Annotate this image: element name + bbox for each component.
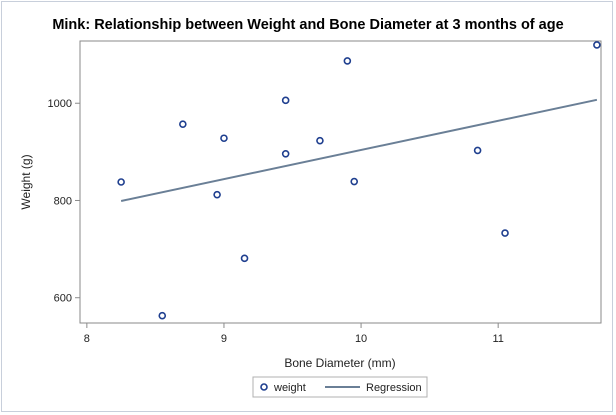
data-point	[501, 229, 509, 237]
data-point	[593, 41, 601, 49]
plot-area	[79, 40, 602, 324]
regression-line	[120, 98, 598, 202]
data-point	[220, 134, 228, 143]
data-point	[473, 146, 482, 155]
x-tick-label: 9	[221, 333, 227, 345]
data-point	[350, 177, 359, 186]
data-point	[343, 57, 352, 65]
y-tick-label: 800	[54, 195, 72, 207]
weight-series	[117, 41, 601, 320]
legend-label-regression: Regression	[366, 382, 422, 394]
regression-series	[120, 98, 598, 202]
data-point	[213, 190, 221, 199]
legend-marker-weight	[260, 383, 268, 391]
y-axis: 600 800 1000	[48, 98, 80, 305]
data-point	[240, 254, 249, 263]
y-tick-label: 1000	[48, 98, 72, 110]
x-axis: 8 9 10 11	[84, 323, 504, 345]
legend-label-weight: weight	[273, 382, 306, 394]
chart-title: Mink: Relationship between Weight and Bo…	[52, 17, 563, 33]
data-point	[316, 136, 324, 145]
legend: weight Regression	[252, 376, 428, 398]
x-tick-label: 11	[492, 333, 503, 345]
x-axis-label: Bone Diameter (mm)	[284, 356, 395, 370]
y-axis-label: Weight (g)	[19, 154, 33, 209]
data-point	[281, 150, 290, 158]
y-tick-label: 600	[54, 293, 72, 305]
data-point	[281, 96, 290, 105]
data-point	[117, 178, 125, 186]
data-point	[158, 311, 167, 320]
data-point	[179, 120, 187, 128]
x-tick-label: 8	[84, 333, 90, 345]
x-tick-label: 10	[355, 333, 367, 345]
